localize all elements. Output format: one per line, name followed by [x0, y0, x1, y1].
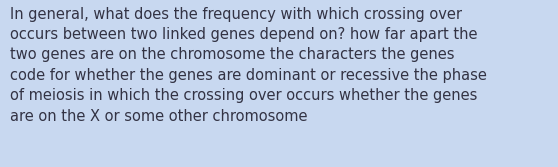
Text: In general, what does the frequency with which crossing over
occurs between two : In general, what does the frequency with… — [10, 7, 487, 124]
